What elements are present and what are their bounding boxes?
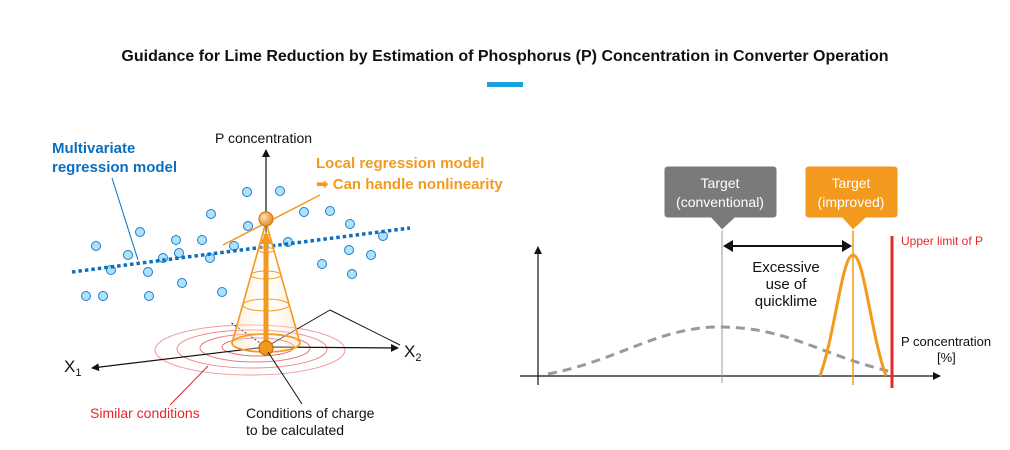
conventional-distribution-curve [547, 325, 893, 376]
right-distribution-chart: Target (conventional) Target (improved) … [520, 165, 991, 388]
x-axis-label: P concentration [901, 334, 991, 349]
target-improved-line2: (improved) [818, 194, 885, 210]
target-improved-line1: Target [832, 175, 871, 191]
local-regression-label-line1: Local regression model [316, 155, 484, 172]
excessive-label-line3: quicklime [755, 293, 818, 310]
charge-label-line1: Conditions of charge [246, 405, 375, 421]
excess-double-arrow [723, 240, 852, 252]
estimated-point [258, 211, 274, 227]
data-points [81, 186, 388, 301]
upper-limit-label: Upper limit of P [901, 234, 983, 248]
x2-axis-label: X2 [404, 342, 421, 364]
x-axis-unit: [%] [937, 350, 956, 365]
charge-label-line2: to be calculated [246, 422, 344, 438]
x1-axis [91, 346, 267, 372]
excessive-label-line1: Excessive [752, 259, 820, 276]
target-conventional-line1: Target [701, 175, 740, 191]
p-axis-label: P concentration [215, 130, 312, 146]
left-3d-diagram: P concentration Multivariate regression … [52, 130, 503, 438]
multivariate-label-line1: Multivariate [52, 140, 135, 157]
similar-leader-line [169, 365, 209, 406]
similar-conditions-label: Similar conditions [90, 405, 200, 421]
charge-point [258, 340, 274, 356]
charge-leader-line [267, 351, 303, 405]
multivariate-regression-line [71, 226, 411, 274]
local-regression-label-line2: ➡ Can handle nonlinearity [316, 176, 503, 193]
target-conventional-line2: (conventional) [676, 194, 764, 210]
multivariate-leader-line [111, 177, 139, 261]
target-improved-callout: Target (improved) [804, 165, 899, 231]
excessive-label-line2: use of [766, 276, 808, 293]
page-title: Guidance for Lime Reduction by Estimatio… [121, 48, 889, 65]
title-accent-bar [487, 82, 523, 87]
multivariate-label-line2: regression model [52, 159, 177, 176]
x1-axis-label: X1 [64, 357, 81, 379]
target-conventional-callout: Target (conventional) [663, 165, 778, 231]
